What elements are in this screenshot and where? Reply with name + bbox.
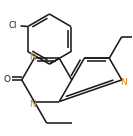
Text: N: N <box>29 100 36 109</box>
Text: N: N <box>120 78 127 87</box>
Text: Cl: Cl <box>8 21 16 30</box>
Text: N: N <box>29 53 36 62</box>
Text: O: O <box>3 75 10 84</box>
